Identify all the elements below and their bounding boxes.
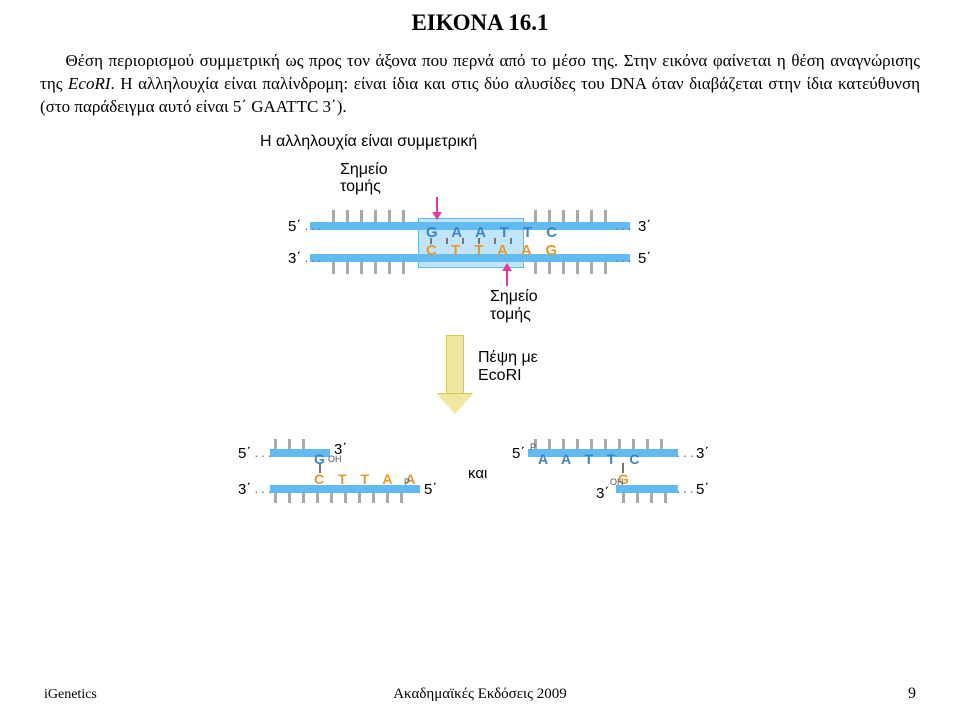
footer-page-number: 9: [908, 685, 916, 703]
digest-label: Πέψη με EcoRI: [478, 349, 710, 385]
products-row: 5΄ 3΄ ··· ··· 3΄ 5΄ G OH C T T A A P και…: [250, 429, 710, 519]
end-5-bot-right: 5΄: [638, 250, 651, 267]
end-3-bot-left: 3΄: [288, 250, 301, 267]
intact-duplex: 5΄ 3΄ 3΄ 5΄ ··· ··· ··· ··· {"n":6,"left…: [310, 198, 710, 284]
diagram: Η αλληλουχία είναι συμμετρική Σημείο τομ…: [250, 133, 710, 519]
cut-arrow-bottom: [506, 264, 508, 286]
digest-arrow: [446, 335, 464, 395]
symmetric-label: Η αλληλουχία είναι συμμετρική: [260, 133, 710, 151]
right-fragment: 5΄ 3΄ ··· ··· 3΄ 5΄ P A A T T C G OH: [516, 429, 726, 515]
end-5-top-left: 5΄: [288, 218, 301, 235]
figure-title: ΕΙΚΟΝΑ 16.1: [40, 10, 920, 36]
figure-caption: Θέση περιορισμού συμμετρική ως προς τον …: [40, 50, 920, 119]
and-label: και: [468, 465, 487, 482]
left-fragment: 5΄ 3΄ ··· ··· 3΄ 5΄ G OH C T T A A P: [240, 429, 450, 515]
footer-center: Ακαδημαϊκές Εκδόσεις 2009: [0, 686, 960, 703]
cut-arrow-top: [436, 197, 438, 219]
cut-site-label-top: Σημείο τομής: [340, 161, 710, 196]
cut-site-label-bottom: Σημείο τομής: [490, 288, 710, 323]
end-3-top-right: 3΄: [638, 218, 651, 235]
seq-bot: C T T A A G: [426, 242, 562, 259]
